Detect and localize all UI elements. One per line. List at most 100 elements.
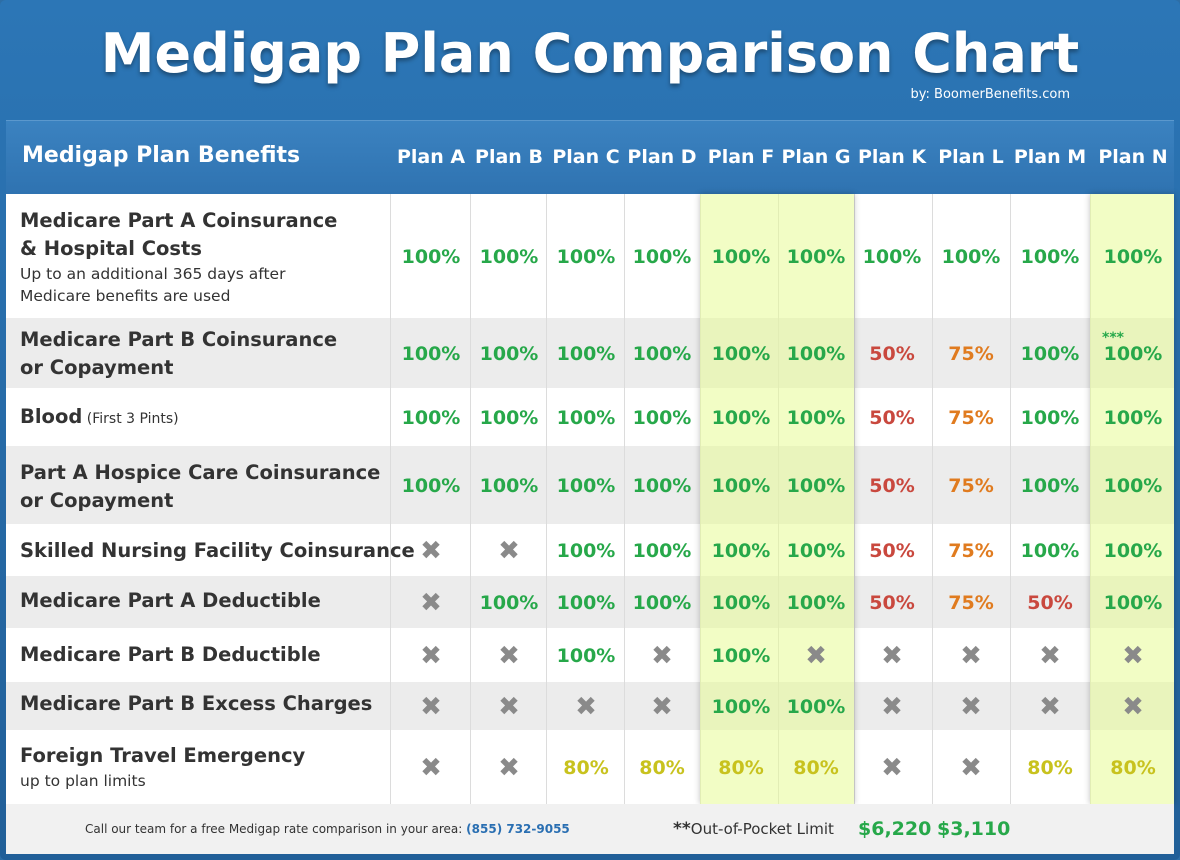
not-covered-icon: ✖ — [960, 692, 982, 722]
coverage-plan-g: 100% — [786, 407, 846, 429]
coverage-plan-n: 100% — [1103, 540, 1163, 562]
benefit-title: Foreign Travel Emergency — [20, 744, 306, 767]
footer-message: Call our team for a free Medigap rate co… — [85, 822, 463, 836]
benefit-title: or Copayment — [20, 356, 174, 379]
coverage-plan-f: 100% — [711, 645, 771, 667]
table-row — [6, 576, 1174, 628]
coverage-plan-d: 100% — [632, 540, 692, 562]
column-divider — [1010, 194, 1011, 804]
not-covered-icon: ✖ — [651, 692, 673, 722]
coverage-plan-g: 100% — [786, 592, 846, 614]
coverage-plan-m: 100% — [1020, 343, 1080, 365]
benefit-title: Part A Hospice Care Coinsurance — [20, 461, 381, 484]
not-covered-icon: ✖ — [575, 692, 597, 722]
header-plan-b: Plan B — [475, 146, 543, 168]
coverage-plan-b: 100% — [479, 343, 539, 365]
coverage-plan-f: 100% — [711, 475, 771, 497]
coverage-plan-a: 100% — [401, 246, 461, 268]
not-covered-icon: ✖ — [420, 692, 442, 722]
coverage-plan-m: 80% — [1027, 757, 1073, 779]
out-of-pocket-label: **Out-of-Pocket Limit — [673, 819, 834, 839]
coverage-plan-g: 100% — [786, 540, 846, 562]
benefit-skilled-nursing-facility-coinsurance: Skilled Nursing Facility Coinsurance — [20, 537, 415, 565]
header-plan-l: Plan L — [938, 146, 1004, 168]
not-covered-icon: ✖ — [498, 692, 520, 722]
column-divider — [624, 194, 625, 804]
coverage-plan-k: 100% — [862, 246, 922, 268]
benefit-medicare-part-b-excess-charges: Medicare Part B Excess Charges — [20, 690, 372, 718]
coverage-plan-d: 100% — [632, 592, 692, 614]
coverage-plan-l: 75% — [948, 343, 994, 365]
coverage-plan-c: 100% — [556, 592, 616, 614]
header-plan-f: Plan F — [707, 146, 775, 168]
coverage-plan-n: 80% — [1110, 757, 1156, 779]
not-covered-icon: ✖ — [1039, 641, 1061, 671]
not-covered-icon: ✖ — [498, 641, 520, 671]
coverage-plan-m: 100% — [1020, 407, 1080, 429]
coverage-plan-c: 100% — [556, 540, 616, 562]
not-covered-icon: ✖ — [651, 641, 673, 671]
coverage-plan-k: 50% — [869, 475, 915, 497]
coverage-plan-f: 100% — [711, 407, 771, 429]
coverage-plan-b: 100% — [479, 246, 539, 268]
coverage-plan-n: 100% — [1103, 475, 1163, 497]
benefit-subtitle: Up to an additional 365 days after — [20, 265, 286, 283]
benefit-title: & Hospital Costs — [20, 237, 202, 260]
header-plan-k: Plan K — [857, 146, 927, 168]
coverage-plan-m: 100% — [1020, 475, 1080, 497]
benefit-title: Medicare Part B Excess Charges — [20, 692, 373, 715]
table-row — [6, 446, 1174, 524]
coverage-plan-l: 75% — [948, 407, 994, 429]
column-divider — [546, 194, 547, 804]
benefit-title: Skilled Nursing Facility Coinsurance — [20, 539, 415, 562]
header-plan-c: Plan C — [552, 146, 620, 168]
not-covered-icon: ✖ — [420, 536, 442, 566]
benefit-blood: Blood (First 3 Pints) — [20, 403, 179, 433]
not-covered-icon: ✖ — [498, 536, 520, 566]
column-divider — [932, 194, 933, 804]
column-divider — [390, 194, 391, 804]
coverage-plan-g: 100% — [786, 246, 846, 268]
header-plan-g: Plan G — [781, 146, 851, 168]
coverage-plan-g: 100% — [786, 343, 846, 365]
out-of-pocket-asterisks: ** — [673, 819, 691, 839]
benefit-subtitle: up to plan limits — [20, 772, 146, 790]
not-covered-icon: ✖ — [498, 753, 520, 783]
column-divider — [854, 194, 855, 804]
not-covered-icon: ✖ — [881, 753, 903, 783]
highlight-plan-n — [1090, 194, 1174, 804]
coverage-plan-m: 100% — [1020, 540, 1080, 562]
benefits-column-header: Medigap Plan Benefits — [22, 143, 301, 168]
coverage-plan-b: 100% — [479, 407, 539, 429]
table-row — [6, 682, 1174, 730]
phone-number[interactable]: (855) 732-9055 — [466, 822, 570, 836]
coverage-plan-f: 100% — [711, 592, 771, 614]
benefit-medicare-part-a-deductible: Medicare Part A Deductible — [20, 587, 321, 615]
benefit-subtitle: Medicare benefits are used — [20, 287, 231, 305]
coverage-plan-n: 100% — [1103, 343, 1163, 365]
benefit-medicare-part-b-coinsurance-or-copayment: Medicare Part B Coinsurance or Copayment — [20, 326, 337, 382]
header-plan-d: Plan D — [627, 146, 697, 168]
coverage-plan-l: 75% — [948, 592, 994, 614]
coverage-plan-l: 75% — [948, 475, 994, 497]
coverage-plan-c: 100% — [556, 475, 616, 497]
coverage-plan-c: 80% — [563, 757, 609, 779]
coverage-plan-m: 100% — [1020, 246, 1080, 268]
not-covered-icon: ✖ — [420, 641, 442, 671]
not-covered-icon: ✖ — [881, 641, 903, 671]
coverage-plan-f: 100% — [711, 343, 771, 365]
coverage-plan-k: 50% — [869, 540, 915, 562]
coverage-plan-g: 80% — [793, 757, 839, 779]
out-of-pocket-plan-l: $3,110 — [937, 818, 1011, 840]
coverage-plan-d: 100% — [632, 475, 692, 497]
coverage-plan-f: 100% — [711, 696, 771, 718]
benefit-title: Blood (First 3 Pints) — [20, 405, 179, 428]
coverage-plan-a: 100% — [401, 343, 461, 365]
benefit-title: Medicare Part B Deductible — [20, 643, 321, 666]
not-covered-icon: ✖ — [420, 588, 442, 618]
header-plan-n: Plan N — [1098, 146, 1168, 168]
coverage-plan-d: 80% — [639, 757, 685, 779]
footer-text: Call our team for a free Medigap rate co… — [85, 822, 570, 836]
plan-n-footnote-marker: *** — [1102, 330, 1124, 346]
coverage-plan-f: 100% — [711, 540, 771, 562]
